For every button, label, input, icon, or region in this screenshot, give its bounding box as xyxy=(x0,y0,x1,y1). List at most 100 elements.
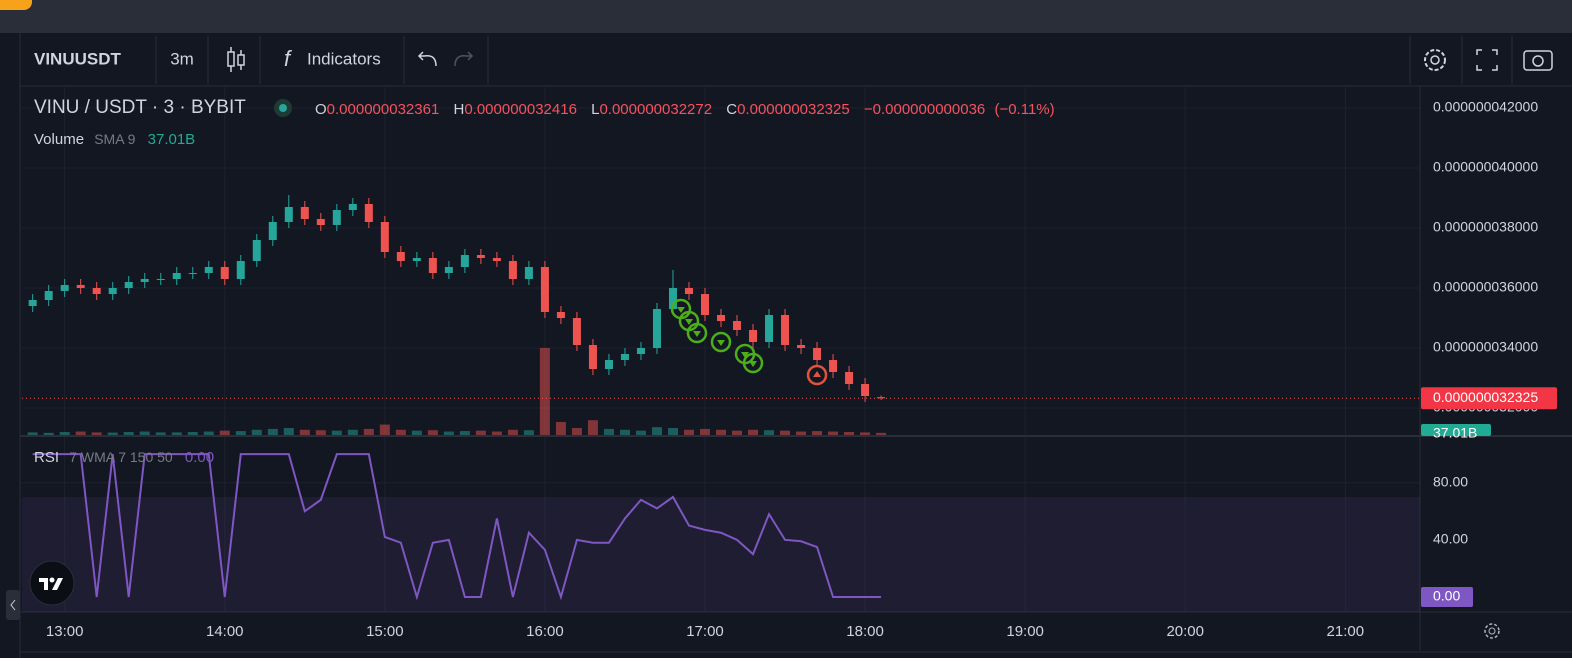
rsi-current: 0.00 xyxy=(185,449,214,466)
candle-body xyxy=(28,300,37,306)
candle-body xyxy=(684,288,693,294)
volume-bar xyxy=(523,430,534,435)
volume-bar xyxy=(667,428,678,435)
high-key: H xyxy=(453,101,464,118)
candle-body xyxy=(652,309,661,348)
rsi-line xyxy=(32,453,882,601)
candle-body xyxy=(733,321,742,330)
volume-bar xyxy=(75,431,86,435)
volume-bar xyxy=(555,421,566,435)
signal-marker xyxy=(686,322,708,344)
settings-button[interactable] xyxy=(1424,49,1446,71)
volume-bar xyxy=(876,432,887,435)
candle-body xyxy=(861,384,870,396)
x-tick-label: 18:00 xyxy=(846,623,884,640)
volume-bar xyxy=(251,429,262,435)
volume-bar xyxy=(716,429,726,435)
candle-body xyxy=(332,210,341,225)
y-tick-label: 0.000000038000 xyxy=(1433,219,1538,235)
interval-button[interactable]: 3m xyxy=(170,49,194,68)
y-tick-label: 0.000000036000 xyxy=(1433,279,1538,295)
signal-arrow xyxy=(749,361,758,367)
candle-body xyxy=(588,345,597,369)
volume-badge-label: 37.01B xyxy=(1433,425,1477,441)
candle-body xyxy=(476,255,485,258)
x-tick-label: 13:00 xyxy=(46,623,84,640)
volume-sma: 37.01B xyxy=(148,131,196,148)
candle-type-button[interactable] xyxy=(227,47,245,72)
volume-bar xyxy=(571,428,582,435)
redo-button[interactable] xyxy=(454,51,474,67)
volume-bar xyxy=(619,429,630,435)
volume-bar xyxy=(171,432,182,435)
volume-bar xyxy=(828,431,839,435)
candle-body xyxy=(668,288,677,309)
rsi-badge xyxy=(1421,587,1473,607)
volume-bar xyxy=(860,432,871,435)
x-tick-label: 14:00 xyxy=(206,623,244,640)
volume-bar xyxy=(59,431,70,435)
candle-body xyxy=(749,330,758,342)
undo-button[interactable] xyxy=(417,51,437,67)
fullscreen-button[interactable] xyxy=(1476,49,1498,71)
volume-bar xyxy=(331,430,342,435)
candle-body xyxy=(492,258,501,261)
candle-body xyxy=(508,261,517,279)
candle-body xyxy=(428,258,437,273)
open-key: O xyxy=(315,101,327,118)
time-axis-settings[interactable] xyxy=(1484,623,1500,639)
candle-body xyxy=(236,261,245,279)
signal-marker xyxy=(710,331,732,353)
rsi-band xyxy=(22,497,1420,612)
volume-bar xyxy=(315,430,326,435)
volume-bar xyxy=(780,430,791,435)
volume-bar xyxy=(267,428,278,435)
candle-body xyxy=(781,315,790,345)
symbol-button[interactable]: VINUUSDT xyxy=(34,49,122,68)
candle-body xyxy=(76,285,85,288)
volume-bar xyxy=(379,424,390,435)
x-tick-label: 16:00 xyxy=(526,623,564,640)
screenshot-button[interactable] xyxy=(1523,50,1553,71)
volume-bar xyxy=(507,429,518,435)
volume-bar xyxy=(187,431,198,435)
volume-bar xyxy=(459,431,470,435)
volume-bar xyxy=(699,428,710,435)
candle-body xyxy=(60,285,69,291)
candle-body xyxy=(364,204,373,222)
y-tick-label: 0.000000042000 xyxy=(1433,99,1538,115)
rsi-badge-label: 0.00 xyxy=(1433,588,1460,604)
volume-bar xyxy=(411,430,422,435)
signal-marker xyxy=(742,352,764,374)
close-value: 0.000000032325 xyxy=(737,101,850,118)
volume-bar xyxy=(683,429,694,435)
x-tick-label: 19:00 xyxy=(1006,623,1044,640)
status-dot xyxy=(279,104,287,112)
grid xyxy=(22,87,1420,612)
badge xyxy=(0,0,32,10)
candle-body xyxy=(765,315,774,342)
candle-body xyxy=(813,348,822,360)
candle-body xyxy=(140,279,149,282)
signal-arrow xyxy=(684,319,693,325)
y-tick-label: 0.000000034000 xyxy=(1433,339,1538,355)
volume-bar xyxy=(812,431,823,435)
candle-body xyxy=(572,318,581,345)
candle-body xyxy=(108,288,117,294)
rsi-tick-label: 80.00 xyxy=(1433,473,1468,489)
candle-body xyxy=(316,219,325,225)
volume-bar xyxy=(748,429,759,435)
indicators-button[interactable]: Indicators xyxy=(307,49,381,68)
candle-body xyxy=(877,397,886,399)
candle-body xyxy=(220,267,229,279)
high-value: 0.000000032416 xyxy=(464,101,577,118)
volume-legend: Volume SMA 9 37.01B xyxy=(34,131,195,148)
volume-indicator: SMA 9 xyxy=(94,131,135,147)
volume-bar xyxy=(107,432,118,435)
candle-body xyxy=(444,267,453,273)
plot xyxy=(22,195,1420,601)
volume-bar xyxy=(443,431,454,435)
ohlc-legend: O0.000000032361 H0.000000032416 L0.00000… xyxy=(315,101,1055,118)
collapse-tab[interactable] xyxy=(6,590,20,620)
rsi-params: 7 WMA 7 150 50 xyxy=(69,449,173,465)
